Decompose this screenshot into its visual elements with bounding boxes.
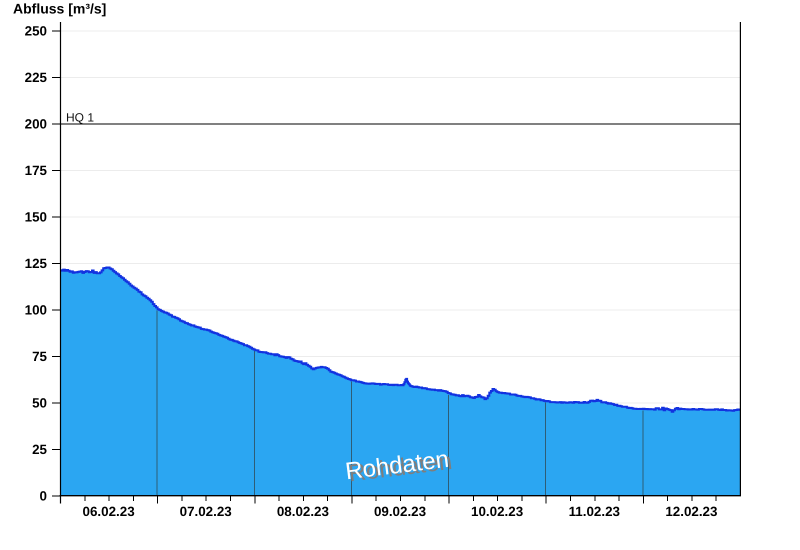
svg-text:125: 125 (25, 256, 48, 271)
svg-text:50: 50 (32, 396, 47, 411)
svg-text:12.02.23: 12.02.23 (665, 504, 717, 519)
svg-text:0: 0 (40, 489, 47, 504)
svg-text:10.02.23: 10.02.23 (471, 504, 523, 519)
svg-text:225: 225 (25, 70, 48, 85)
svg-text:175: 175 (25, 163, 48, 178)
svg-text:150: 150 (25, 210, 47, 225)
svg-text:06.02.23: 06.02.23 (83, 504, 135, 519)
svg-text:75: 75 (32, 349, 47, 364)
svg-text:Abfluss [m³/s]: Abfluss [m³/s] (13, 0, 106, 16)
svg-text:07.02.23: 07.02.23 (180, 504, 232, 519)
svg-text:100: 100 (25, 303, 47, 318)
svg-text:11.02.23: 11.02.23 (569, 504, 620, 519)
svg-text:25: 25 (32, 442, 47, 457)
svg-text:08.02.23: 08.02.23 (277, 504, 329, 519)
svg-text:250: 250 (25, 24, 47, 39)
svg-text:09.02.23: 09.02.23 (374, 504, 426, 519)
svg-text:200: 200 (25, 117, 47, 132)
svg-text:HQ 1: HQ 1 (66, 111, 94, 125)
